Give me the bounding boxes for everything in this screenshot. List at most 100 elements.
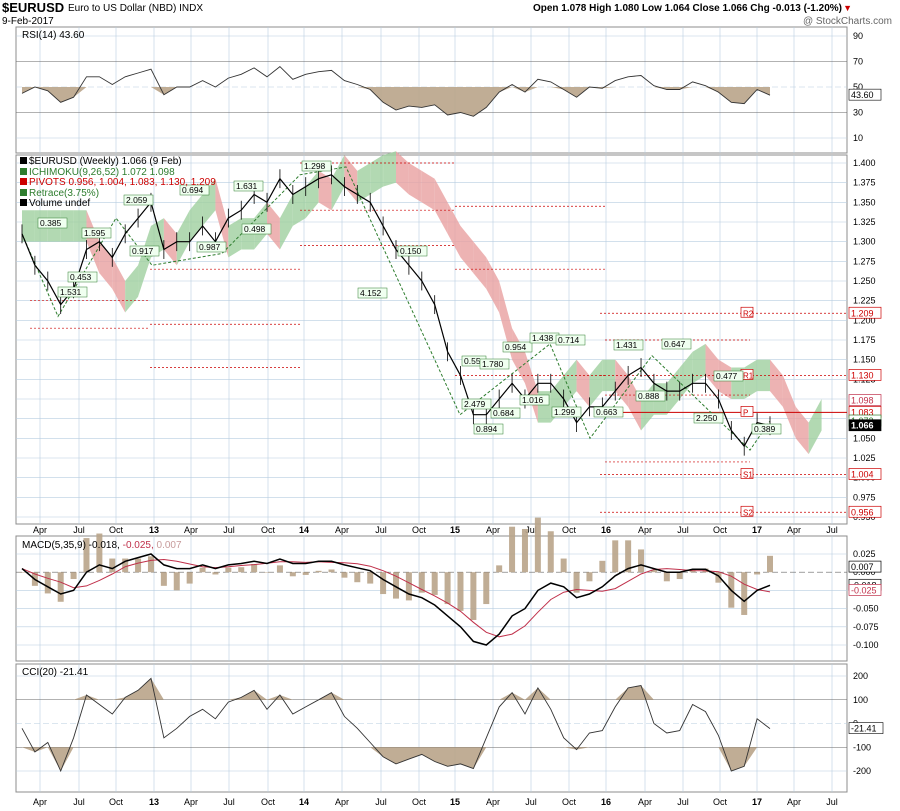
x-axis-tick-label: Oct xyxy=(261,525,276,535)
down-arrow-icon: ▼ xyxy=(843,3,852,13)
cci-tick-label: -100 xyxy=(853,742,871,752)
retrace-label: 0.385 xyxy=(40,218,62,228)
retrace-label: 0.477 xyxy=(716,371,738,381)
macd-histogram-bar xyxy=(534,517,541,573)
ichimoku-cloud-segment xyxy=(473,241,487,289)
macd-histogram-bar xyxy=(599,560,606,573)
macd-histogram-bar xyxy=(70,572,77,580)
macd-histogram-bar xyxy=(96,533,103,573)
ichimoku-cloud-segment xyxy=(163,218,177,266)
macd-histogram-bar xyxy=(57,572,64,602)
macd-tick-label: -0.075 xyxy=(853,622,879,632)
macd-histogram-bar xyxy=(521,528,528,573)
x-axis-tick-label: 16 xyxy=(601,525,611,535)
cci-label: CCI(20) -21.41 xyxy=(22,667,89,678)
ichimoku-cloud-segment xyxy=(228,218,242,258)
x-axis-tick-label: Jul xyxy=(223,797,235,807)
price-panel-frame xyxy=(15,154,848,525)
retrace-label: 1.595 xyxy=(84,228,106,238)
rsi-tick-label: 90 xyxy=(853,31,863,41)
ichimoku-cloud-segment xyxy=(628,375,642,431)
x-axis-tick-label: 14 xyxy=(299,797,309,807)
retrace-label-box xyxy=(179,184,210,196)
cci-tick-label: 100 xyxy=(853,695,868,705)
retrace-label-box xyxy=(397,245,428,257)
legend-swatch-icon xyxy=(20,188,27,196)
x-axis-tick-label: Apr xyxy=(33,797,47,807)
retrace-label-box xyxy=(129,245,160,257)
macd-histogram-bar xyxy=(238,567,245,573)
labels-layer: 90 70 50 30 10 43.60 1.400 1.375 1.350 1.325 1.300… xyxy=(37,31,884,776)
ichimoku-cloud-segment xyxy=(679,351,693,399)
ichimoku-cloud-segment xyxy=(357,163,371,203)
ichimoku-cloud-segment xyxy=(125,265,139,313)
pivot-value-label: 0.956 xyxy=(851,507,874,517)
retrace-label: 0.389 xyxy=(754,424,776,434)
price-tick-label: 1.300 xyxy=(853,237,876,247)
macd-histogram-bar xyxy=(225,567,232,573)
x-axis-tick-label: Apr xyxy=(335,797,349,807)
pivot-value-label: 1.209 xyxy=(851,308,874,318)
cci-value-box xyxy=(848,722,884,734)
price-tick-label: 1.150 xyxy=(853,355,876,365)
pivot-value-box xyxy=(848,468,882,480)
x-axis-tick-label: Apr xyxy=(184,525,198,535)
pivot-tag xyxy=(740,306,754,318)
retrace-label-box xyxy=(751,423,782,435)
macd-histogram-bar xyxy=(354,572,361,583)
grid-layer: Apr Apr Jul Jul Oct Oct 13 13 Apr Apr Jul Jul Oct Oct… xyxy=(16,27,847,807)
macd-histogram-bar xyxy=(393,572,399,599)
x-axis-tick-label: Jul xyxy=(375,525,387,535)
price-tick-label: 0.975 xyxy=(853,492,876,502)
rsi-line xyxy=(21,66,771,117)
pivot-value-label: 1.004 xyxy=(851,470,874,480)
cloud-value-box xyxy=(848,394,882,406)
rsi-tick-label: 70 xyxy=(853,57,863,67)
retrace-label: 0.954 xyxy=(505,342,527,352)
retrace-label-box xyxy=(519,394,550,406)
pivot-tag-label: S1 xyxy=(743,471,753,480)
cloud-value-box xyxy=(848,419,882,432)
macd-tick-label: 0.025 xyxy=(853,549,876,559)
macd-histogram-bar xyxy=(380,572,387,595)
macd-histogram-bar xyxy=(251,564,258,573)
macd-histogram-bar xyxy=(431,572,438,595)
price-legend: $EURUSD (Weekly) 1.066 (9 Feb) ICHIMOKU(9… xyxy=(20,156,216,210)
x-axis-tick-label: 14 xyxy=(299,525,309,535)
price-legend-item: Volume undef xyxy=(20,198,216,210)
x-axis-tick-label: Jul xyxy=(525,525,537,535)
retrace-label-box xyxy=(301,160,332,172)
retrace-label: 0.150 xyxy=(400,246,422,256)
macd-histogram-bar xyxy=(122,558,129,573)
macd-value-label: -0.025 xyxy=(851,585,877,595)
x-axis-tick-label: Jul xyxy=(525,797,537,807)
rsi-label: RSI(14) 43.60 xyxy=(22,30,85,41)
ichimoku-cloud-segment xyxy=(589,359,603,407)
retrace-label-box xyxy=(196,241,227,253)
x-axis-tick-label: Jul xyxy=(677,525,689,535)
macd-histogram-bar xyxy=(135,558,142,573)
retrace-label-box xyxy=(490,407,521,419)
retrace-label: 2.250 xyxy=(696,413,718,423)
macd-histogram-bar xyxy=(470,572,477,620)
retrace-label: 0.714 xyxy=(558,335,580,345)
ichimoku-cloud-segment xyxy=(112,257,126,313)
macd-histogram-bar xyxy=(160,572,167,586)
retrace-label-box xyxy=(461,398,492,410)
retrace-label-box xyxy=(233,180,264,192)
macd-histogram-bar xyxy=(767,555,773,573)
macd-tick-label: -0.100 xyxy=(853,640,879,650)
price-tick-label: 1.275 xyxy=(853,256,876,266)
macd-histogram-bar xyxy=(276,565,283,573)
macd-histogram-bar xyxy=(444,572,451,605)
cci-panel-frame xyxy=(15,663,848,793)
macd-histogram-bar xyxy=(367,572,374,584)
pivot-tag-label: R2 xyxy=(743,309,754,318)
ichimoku-cloud-segment xyxy=(215,178,229,258)
macd-histogram-bar xyxy=(289,572,296,577)
retrace-label: 1.631 xyxy=(236,181,258,191)
rsi-tick-label: 50 xyxy=(853,82,863,92)
retrace-label: 2.479 xyxy=(464,399,486,409)
symbol-description: Euro to US Dollar (NBD) INDX xyxy=(68,3,204,14)
